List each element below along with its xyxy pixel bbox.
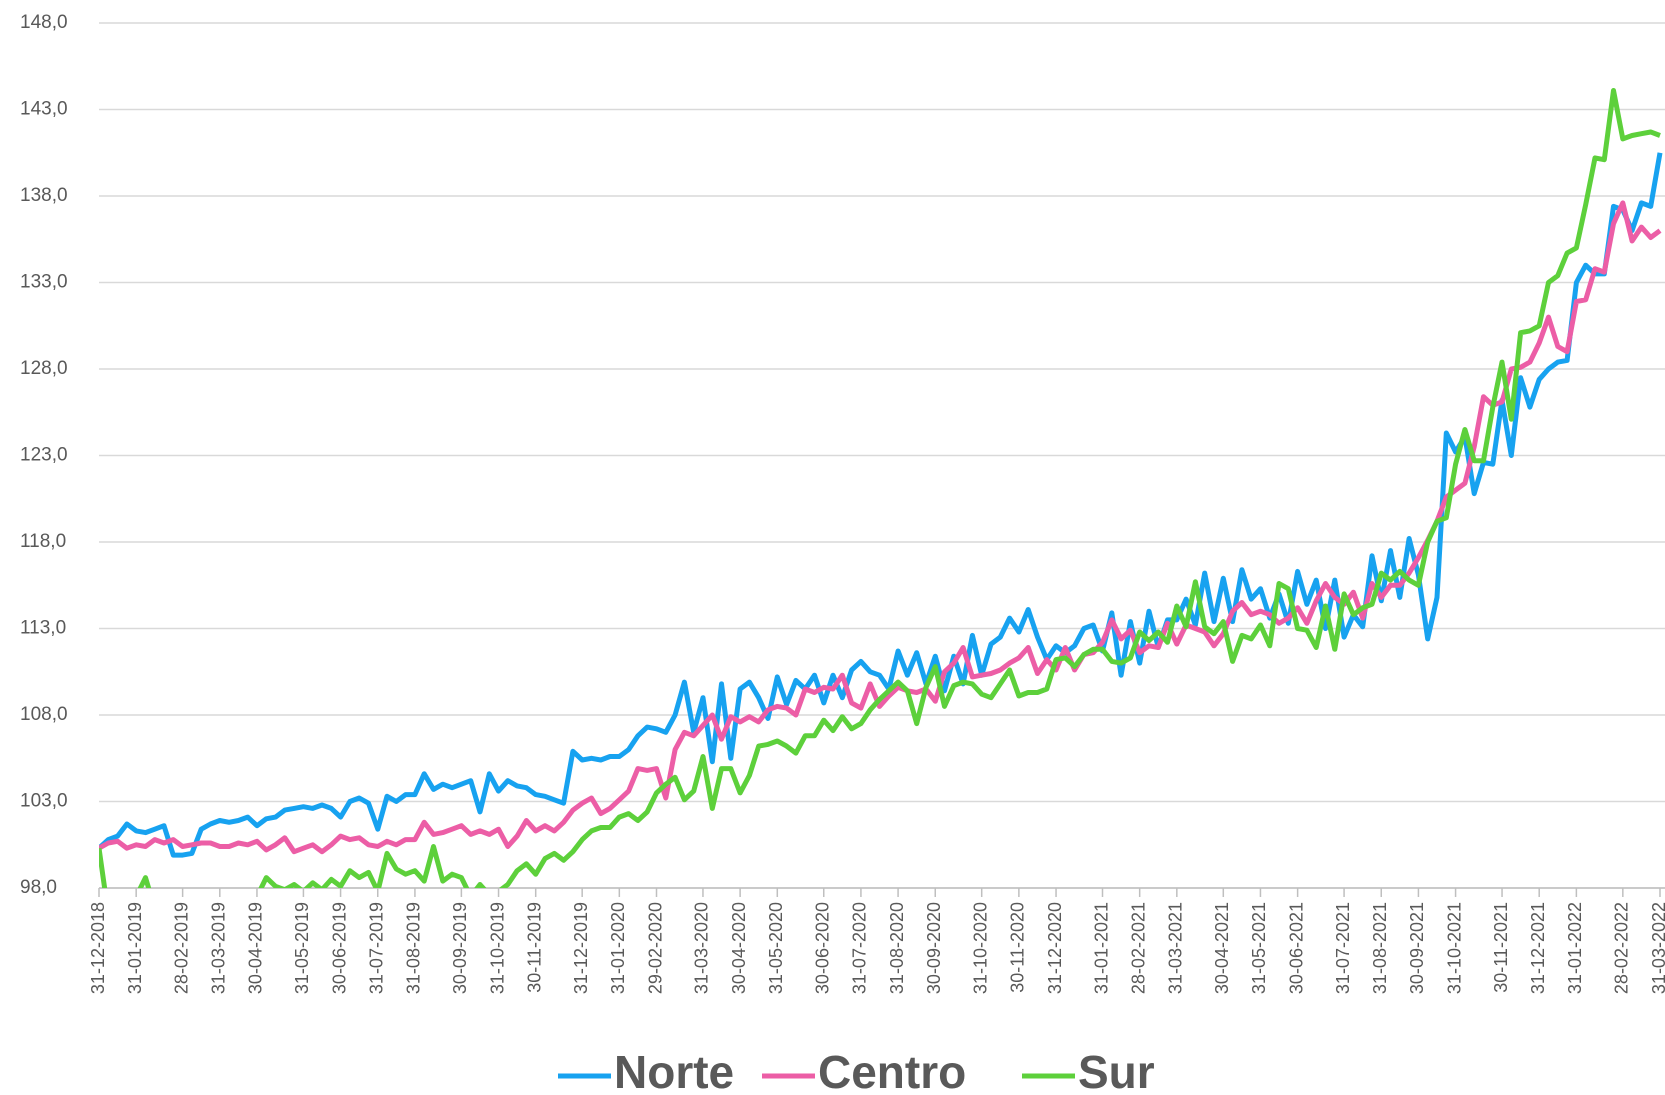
- x-tick-label: 30-04-2019: [246, 902, 266, 994]
- x-tick-label: 31-10-2021: [1444, 902, 1464, 994]
- x-tick-label: 31-12-2021: [1528, 902, 1548, 994]
- x-tick-label: 31-12-2020: [1045, 902, 1065, 994]
- x-tick-label: 31-01-2020: [608, 902, 628, 994]
- x-tick-label: 31-03-2020: [692, 902, 712, 994]
- x-tick-label: 31-05-2019: [292, 902, 312, 994]
- x-tick-label: 31-01-2021: [1091, 902, 1111, 994]
- x-tick-label: 31-10-2019: [487, 902, 507, 994]
- x-tick-label: 30-11-2021: [1491, 902, 1511, 993]
- x-tick-label: 28-02-2021: [1128, 902, 1148, 994]
- x-tick-label: 28-02-2019: [171, 902, 191, 994]
- x-tick-label: 28-02-2022: [1612, 902, 1632, 994]
- x-tick-label: 30-06-2019: [329, 902, 349, 994]
- y-tick-label: 138,0: [20, 185, 68, 206]
- plot-area: [99, 88, 1663, 888]
- y-tick-label: 123,0: [20, 445, 68, 466]
- x-tick-label: 31-07-2020: [850, 902, 870, 994]
- x-tick-label: 31-03-2022: [1649, 902, 1665, 994]
- x-tick-label: 31-03-2019: [209, 902, 229, 994]
- y-tick-label: 118,0: [20, 531, 66, 552]
- x-tick-label: 31-07-2021: [1333, 902, 1353, 994]
- x-tick-label: 31-05-2020: [766, 902, 786, 994]
- x-tick-label: 30-09-2021: [1407, 902, 1427, 994]
- x-tick-label: 30-11-2020: [1008, 902, 1028, 993]
- x-tick-label: 30-09-2019: [450, 902, 470, 994]
- legend-label: Centro: [818, 1046, 966, 1095]
- x-tick-label: 30-04-2020: [729, 902, 749, 994]
- x-tick-label: 31-07-2019: [367, 902, 387, 994]
- x-tick-label: 31-01-2022: [1565, 902, 1585, 994]
- x-tick-label: 31-08-2019: [404, 902, 424, 994]
- x-tick-label: 31-08-2021: [1370, 902, 1390, 994]
- y-tick-label: 133,0: [20, 272, 68, 293]
- y-tick-label: 108,0: [20, 704, 68, 725]
- line-series: [99, 152, 1663, 858]
- x-tick-label: 30-09-2020: [924, 902, 944, 994]
- x-tick-label: 31-05-2021: [1249, 902, 1269, 994]
- x-tick-label: 30-06-2020: [813, 902, 833, 994]
- x-tick-label: 31-12-2019: [571, 902, 591, 994]
- y-tick-label: 98,0: [20, 877, 57, 898]
- y-tick-label: 143,0: [20, 99, 68, 120]
- x-tick-label: 31-01-2019: [125, 902, 145, 994]
- x-tick-label: 30-06-2021: [1286, 902, 1306, 994]
- y-tick-label: 128,0: [20, 358, 68, 379]
- x-tick-label: 31-12-2018: [88, 902, 108, 994]
- x-tick-label: 31-03-2021: [1166, 902, 1186, 994]
- x-tick-label: 30-04-2021: [1212, 902, 1232, 994]
- x-tick-label: 31-10-2020: [970, 902, 990, 994]
- x-tick-label: 29-02-2020: [645, 902, 665, 994]
- x-tick-label: 30-11-2019: [524, 902, 544, 993]
- line-series: [99, 200, 1662, 855]
- y-tick-label: 103,0: [20, 791, 68, 812]
- legend-label: Sur: [1078, 1046, 1155, 1095]
- y-tick-label: 113,0: [20, 618, 66, 639]
- legend-label: Norte: [614, 1046, 734, 1095]
- line-series: [99, 88, 1661, 888]
- x-tick-label: 31-08-2020: [887, 902, 907, 994]
- y-tick-label: 148,0: [20, 12, 68, 33]
